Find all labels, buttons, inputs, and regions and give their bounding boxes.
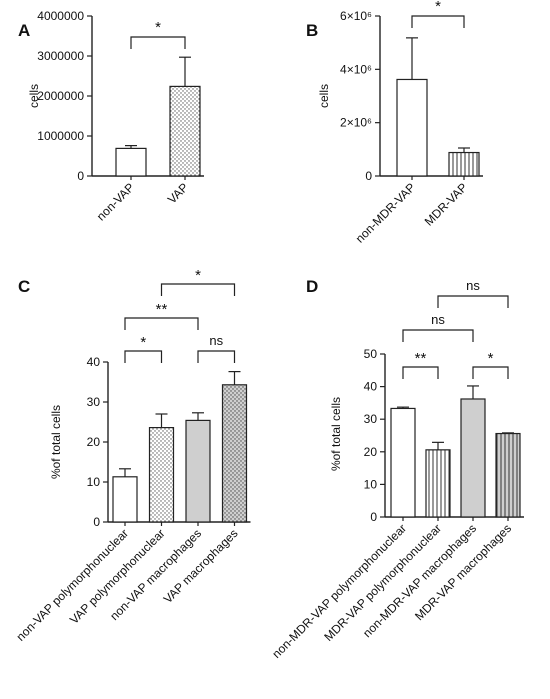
x-category-label: non-MDR-VAP polymorphonuclear — [269, 521, 409, 661]
y-tick-label: 6×10⁶ — [340, 9, 372, 23]
y-tick-label: 0 — [77, 169, 84, 183]
significance-label: * — [155, 19, 161, 36]
y-tick-label: 50 — [364, 347, 378, 361]
bar — [460, 398, 486, 518]
y-tick-label: 1000000 — [37, 129, 84, 143]
y-tick-label: 30 — [364, 412, 378, 426]
y-tick-label: 40 — [87, 355, 101, 369]
significance-label: * — [195, 267, 201, 284]
bar — [169, 85, 201, 177]
panel-letter-a: A — [18, 21, 30, 40]
significance-bracket — [160, 283, 236, 296]
y-tick-label: 10 — [364, 477, 378, 491]
significance-label: ** — [415, 350, 427, 367]
bar — [148, 427, 175, 523]
significance-label: * — [488, 350, 494, 367]
x-category-label: non-MDR-VAP — [353, 180, 418, 245]
significance-label: ns — [431, 312, 445, 327]
y-tick-label: 0 — [370, 510, 377, 524]
bar — [185, 419, 211, 523]
y-tick-label: 4000000 — [37, 9, 84, 23]
significance-bracket — [130, 36, 186, 49]
significance-bracket — [472, 366, 509, 379]
bar — [425, 449, 451, 518]
significance-bracket — [197, 350, 236, 363]
y-tick-label: 2×10⁶ — [340, 116, 372, 130]
significance-label: ** — [156, 301, 168, 318]
significance-bracket — [437, 295, 509, 308]
significance-bracket — [124, 350, 163, 363]
y-axis-label: cells — [317, 84, 331, 108]
significance-label: * — [435, 0, 441, 15]
bar — [390, 407, 416, 518]
panel-a-chart: 0 1000000 2000000 3000000 4000000 cells non-VA… — [27, 9, 204, 223]
y-tick-label: 10 — [87, 475, 101, 489]
bar — [112, 476, 138, 523]
bar — [495, 432, 521, 518]
x-category-label: non-VAP — [94, 180, 137, 223]
significance-label: ns — [209, 333, 223, 348]
significance-bracket — [402, 366, 439, 379]
y-tick-label: 0 — [365, 169, 372, 183]
y-tick-label: 20 — [364, 445, 378, 459]
panel-b-chart: 0 2×10⁶ 4×10⁶ 6×10⁶ cells non-MDR-VAP MDR-VAP * — [317, 0, 483, 246]
x-category-label: VAP — [165, 180, 191, 206]
y-tick-label: 3000000 — [37, 49, 84, 63]
significance-bracket — [124, 317, 199, 330]
significance-label: ns — [466, 278, 480, 293]
significance-bracket — [402, 329, 474, 342]
panel-letter-d: D — [306, 277, 318, 296]
x-category-label: MDR-VAP — [422, 180, 470, 228]
y-tick-label: 30 — [87, 395, 101, 409]
y-tick-label: 20 — [87, 435, 101, 449]
significance-bracket — [411, 15, 465, 28]
bar — [115, 147, 147, 177]
bar — [448, 151, 480, 177]
y-axis-label: cells — [27, 84, 41, 108]
y-tick-label: 0 — [93, 515, 100, 529]
y-tick-label: 4×10⁶ — [340, 62, 372, 76]
y-axis-label: %of total cells — [49, 405, 63, 479]
y-axis-label: %of total cells — [329, 397, 343, 471]
y-tick-label: 40 — [364, 380, 378, 394]
panel-d-chart: 0 10 20 30 40 50 %of total cells non-MDR-VAP po… — [269, 278, 524, 661]
panel-letter-c: C — [18, 277, 30, 296]
panel-letter-b: B — [306, 21, 318, 40]
bar — [396, 78, 428, 177]
significance-label: * — [140, 334, 146, 351]
bar — [221, 384, 248, 523]
y-tick-label: 2000000 — [37, 89, 84, 103]
